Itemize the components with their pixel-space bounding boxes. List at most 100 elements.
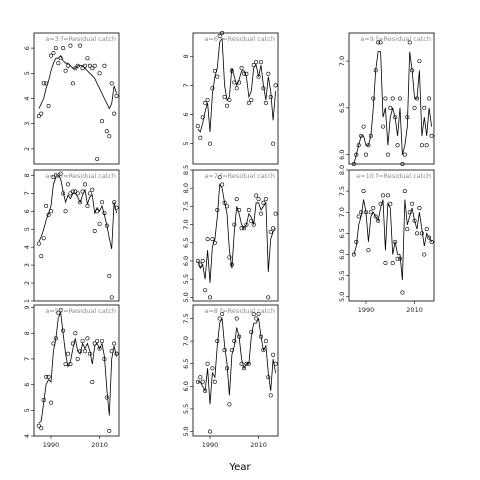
y-tick-label: 9 bbox=[23, 305, 31, 309]
data-point bbox=[198, 262, 203, 267]
data-point bbox=[78, 349, 83, 354]
data-point bbox=[402, 189, 407, 194]
data-point bbox=[217, 175, 222, 180]
data-point bbox=[258, 211, 263, 216]
data-point bbox=[373, 214, 378, 219]
data-point bbox=[212, 379, 217, 384]
data-point bbox=[36, 114, 41, 119]
data-point bbox=[246, 100, 251, 105]
data-point bbox=[109, 349, 114, 354]
data-point bbox=[97, 221, 102, 226]
data-point bbox=[114, 205, 119, 210]
data-point bbox=[385, 193, 390, 198]
data-point bbox=[400, 162, 405, 167]
data-point bbox=[208, 295, 213, 300]
y-tick-label: 7.5 bbox=[182, 313, 190, 323]
y-tick-label: 5.5 bbox=[338, 270, 346, 280]
data-point bbox=[217, 316, 222, 321]
data-point bbox=[83, 182, 88, 187]
data-point bbox=[102, 356, 107, 361]
y-tick-label: 5 bbox=[23, 227, 31, 231]
data-point bbox=[239, 361, 244, 366]
data-point bbox=[95, 338, 100, 343]
y-tick-label: 7 bbox=[23, 191, 31, 195]
data-point bbox=[390, 260, 395, 265]
data-point bbox=[210, 237, 215, 242]
y-tick-label: 8 bbox=[23, 331, 31, 335]
data-point bbox=[220, 312, 225, 317]
data-point bbox=[412, 218, 417, 223]
data-point bbox=[271, 141, 276, 146]
data-point bbox=[232, 80, 237, 85]
y-tick-label: 3 bbox=[23, 263, 31, 267]
data-point bbox=[359, 133, 364, 138]
data-point bbox=[232, 339, 237, 344]
x-tick-label: 2010 bbox=[406, 306, 423, 314]
data-point bbox=[268, 393, 273, 398]
y-tick-label: 6.5 bbox=[338, 103, 346, 113]
data-point bbox=[380, 193, 385, 198]
data-point bbox=[41, 81, 46, 86]
data-point bbox=[51, 51, 56, 56]
data-point bbox=[237, 334, 242, 339]
panel-8: 5.0 5.5 6.0 6.5 7.0 7.5 8.0 a=10 f=Residual cat… bbox=[338, 165, 435, 302]
data-point bbox=[376, 40, 381, 45]
data-point bbox=[383, 260, 388, 265]
x-axis-3: 1990 2010 bbox=[358, 301, 423, 314]
data-point bbox=[268, 95, 273, 100]
y-tick-label: 5 bbox=[182, 142, 190, 146]
data-point bbox=[258, 334, 263, 339]
y-tick-label: 4 bbox=[23, 96, 31, 100]
data-point bbox=[56, 310, 61, 315]
data-point bbox=[388, 105, 393, 110]
y-tick-label: 7.5 bbox=[182, 201, 190, 211]
data-point bbox=[53, 46, 58, 51]
data-point bbox=[351, 162, 356, 167]
panel-frame bbox=[192, 304, 279, 437]
data-point bbox=[97, 346, 102, 351]
panel-label: a=5 f=Residual catch bbox=[45, 307, 116, 315]
data-point bbox=[249, 218, 254, 223]
y-tick-label: 6.0 bbox=[182, 381, 190, 391]
data-point bbox=[44, 374, 49, 379]
data-point bbox=[44, 203, 49, 208]
data-point bbox=[200, 115, 205, 120]
data-point bbox=[215, 74, 220, 79]
y-tick-label: 7.0 bbox=[182, 219, 190, 229]
data-point bbox=[68, 362, 73, 367]
data-point bbox=[195, 124, 200, 129]
data-point bbox=[70, 189, 75, 194]
x-tick-label: 2010 bbox=[91, 441, 108, 449]
data-point bbox=[242, 226, 247, 231]
data-point bbox=[114, 93, 119, 98]
data-point bbox=[112, 200, 117, 205]
data-point bbox=[48, 400, 53, 405]
data-point bbox=[225, 366, 230, 371]
data-point bbox=[104, 129, 109, 134]
panel-7: 6.0 6.5 7.0 a=9 f=Residual catch bbox=[338, 32, 435, 167]
data-point bbox=[83, 349, 88, 354]
y-tick-label: 5.0 bbox=[182, 292, 190, 302]
data-point bbox=[376, 218, 381, 223]
data-point bbox=[414, 96, 419, 101]
data-point bbox=[359, 210, 364, 215]
data-point bbox=[70, 341, 75, 346]
y-tick-label: 6 bbox=[182, 112, 190, 116]
y-tick-label: 8 bbox=[182, 54, 190, 58]
data-point bbox=[48, 209, 53, 214]
data-point bbox=[109, 81, 114, 86]
data-point bbox=[251, 312, 256, 317]
y-tick-label: 6 bbox=[23, 209, 31, 213]
data-point bbox=[78, 43, 83, 48]
panel-label: a=8 f=Residual catch bbox=[204, 307, 275, 315]
data-point bbox=[254, 316, 259, 321]
data-point bbox=[273, 211, 278, 216]
data-point bbox=[237, 80, 242, 85]
data-point bbox=[266, 375, 271, 380]
data-point bbox=[378, 201, 383, 206]
panel-frame bbox=[348, 32, 435, 165]
data-point bbox=[203, 288, 208, 293]
data-point bbox=[263, 100, 268, 105]
data-point bbox=[234, 316, 239, 321]
